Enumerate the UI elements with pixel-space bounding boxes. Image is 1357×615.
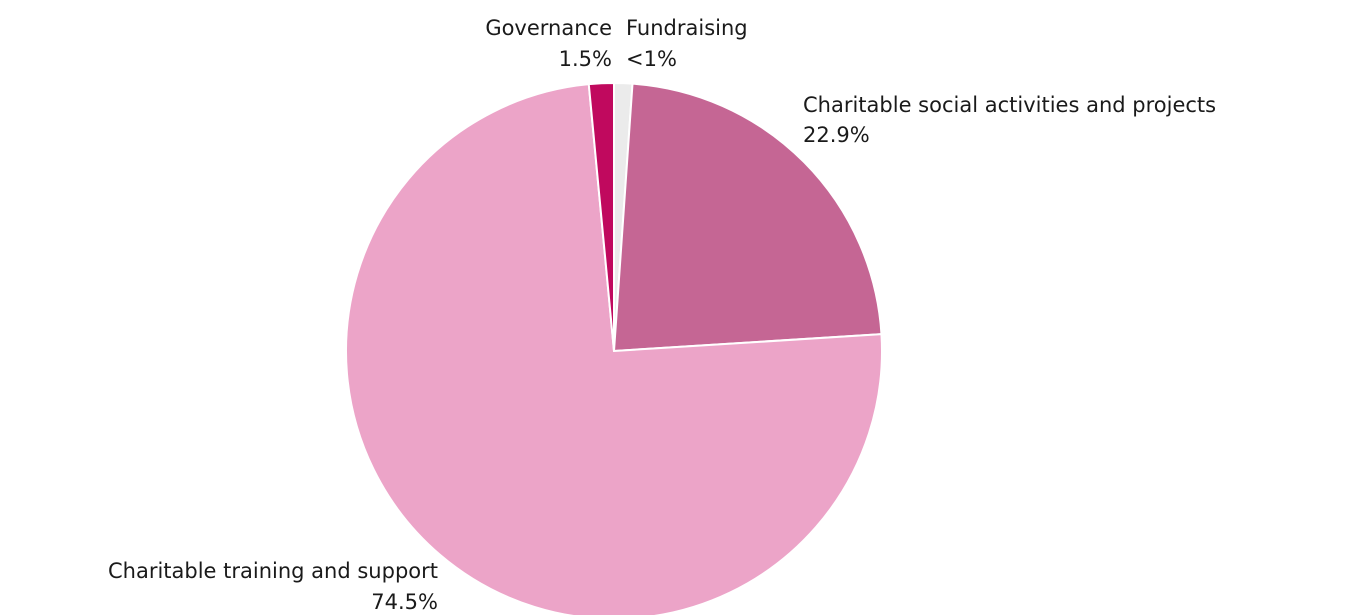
- value-governance: 1.5%: [559, 47, 612, 71]
- slice-training-support: [344, 83, 883, 615]
- label-training-support: Charitable training and support: [108, 559, 438, 583]
- value-fundraising: <1%: [626, 47, 677, 71]
- value-training-support: 74.5%: [371, 590, 438, 614]
- label-governance: Governance: [485, 16, 612, 40]
- slice-governance: [587, 81, 615, 352]
- value-social-activities: 22.9%: [803, 123, 870, 147]
- slice-social-activities: [612, 82, 883, 353]
- label-fundraising: Fundraising: [626, 16, 748, 40]
- pie-slices: [344, 81, 883, 615]
- label-social-activities: Charitable social activities and project…: [803, 93, 1216, 117]
